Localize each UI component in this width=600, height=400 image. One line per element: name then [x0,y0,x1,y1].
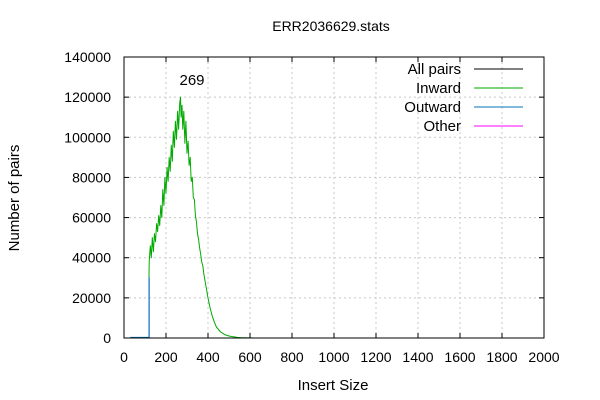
x-tick-label: 0 [120,349,128,365]
annotations: 269 [179,72,204,89]
series-line-outward [130,277,150,339]
grid [124,57,544,338]
x-tick-label: 2000 [528,349,559,365]
y-tick-label: 60000 [72,210,111,226]
legend: All pairs Inward Outward Other [404,61,523,135]
x-tick-label: 1600 [444,349,475,365]
y-tick-label: 120000 [64,89,111,105]
x-tick-label: 1200 [360,349,391,365]
legend-label-all-pairs: All pairs [408,61,461,78]
x-tick-label: 600 [238,349,262,365]
x-tick-label: 1800 [486,349,517,365]
y-tick-label: 0 [103,330,111,346]
axis-ticks: 0 200 400 600 800 1000 1200 1400 1600 1800 2000020… [64,49,559,365]
legend-label-other: Other [423,118,461,135]
y-axis-label: Number of pairs [6,145,23,252]
y-tick-label: 140000 [64,49,111,65]
chart-title: ERR2036629.stats [272,18,390,34]
x-tick-label: 1000 [318,349,349,365]
y-tick-label: 20000 [72,290,111,306]
legend-label-inward: Inward [416,80,461,97]
x-tick-label: 200 [154,349,178,365]
y-tick-label: 100000 [64,129,111,145]
legend-label-outward: Outward [404,99,461,116]
x-axis-label: Insert Size [298,377,369,394]
x-tick-label: 1400 [402,349,433,365]
y-tick-label: 40000 [72,250,111,266]
peak-annotation: 269 [179,72,204,89]
y-tick-label: 80000 [72,169,111,185]
x-tick-label: 800 [280,349,304,365]
x-tick-label: 400 [196,349,220,365]
series-line-inward [148,96,271,339]
